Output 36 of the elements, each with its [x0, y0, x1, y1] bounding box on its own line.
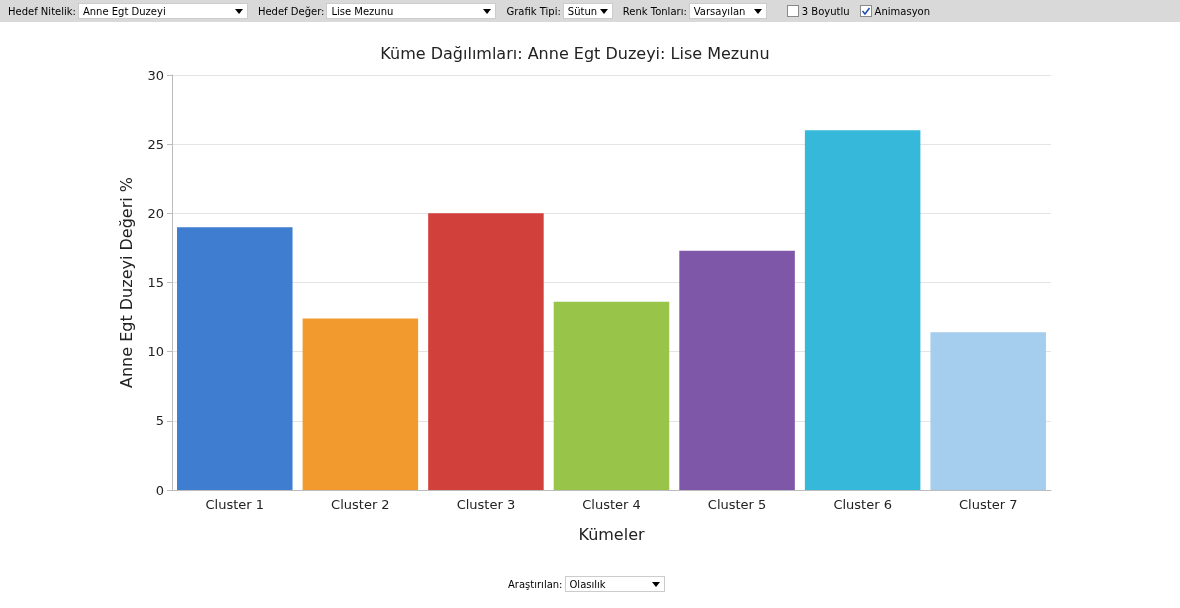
bar — [302, 318, 419, 490]
bar — [177, 227, 293, 490]
text: Olasılık — [569, 578, 606, 590]
text: Grafik Tipi: — [506, 5, 561, 17]
text: Varsayılan — [693, 5, 746, 17]
y-tick-label: 5 — [155, 413, 164, 429]
y-tick-label: 30 — [147, 67, 164, 83]
text: Sütun — [567, 5, 598, 17]
x-tick-label: Cluster 4 — [582, 497, 641, 512]
x-tick-label: Cluster 5 — [707, 497, 767, 512]
y-tick-label: 25 — [147, 136, 164, 152]
x-tick-label: Cluster 7 — [958, 497, 1018, 512]
y-tick-label: 0 — [155, 482, 164, 498]
chart-title: Küme Dağılımları: Anne Egt Duzeyi: Lise Mezunu — [380, 43, 770, 63]
text: 3 Boyutlu — [801, 5, 850, 17]
x-tick-label: Cluster 3 — [456, 497, 516, 512]
y-tick-label: 20 — [147, 205, 164, 221]
y-axis-title: Anne Egt Duzeyi Değeri % — [116, 177, 136, 388]
x-tick-label: Cluster 1 — [205, 497, 265, 512]
text: Lise Mezunu — [331, 5, 394, 17]
bar — [930, 332, 1046, 490]
x-tick-label: Cluster 2 — [331, 497, 390, 512]
text: Hedef Nitelik: — [8, 5, 76, 17]
y-tick-label: 15 — [147, 275, 164, 290]
y-tick-label: 10 — [147, 344, 164, 360]
bar — [553, 301, 670, 490]
bar — [428, 213, 544, 490]
text: Animasyon — [874, 5, 931, 17]
x-tick-label: Cluster 6 — [833, 497, 892, 512]
bar — [804, 130, 921, 490]
bar — [679, 250, 795, 490]
x-axis-title: Kümeler — [578, 524, 645, 544]
text: Anne Egt Duzeyi — [82, 5, 166, 17]
text: Renk Tonları: — [622, 5, 687, 17]
text: Araştırılan: — [508, 578, 563, 590]
text: Hedef Değer: — [257, 5, 325, 17]
